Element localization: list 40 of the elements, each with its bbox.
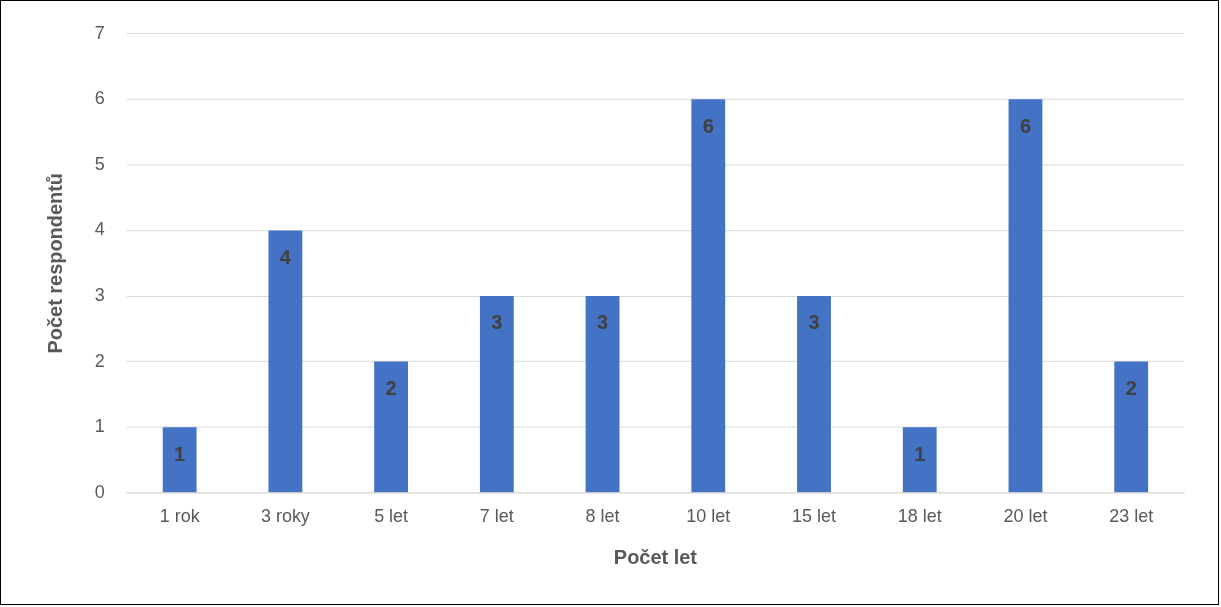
data-label: 3 xyxy=(808,311,820,334)
x-tick-label: 23 let xyxy=(1109,506,1154,527)
bar xyxy=(797,296,831,493)
x-tick-label: 8 let xyxy=(585,506,620,527)
x-tick-label: 15 let xyxy=(792,506,836,527)
y-tick-label: 3 xyxy=(94,284,105,305)
x-tick-label: 7 let xyxy=(479,506,514,527)
bar xyxy=(691,99,726,493)
x-tick-label: 18 let xyxy=(897,506,942,527)
x-tick-label: 1 rok xyxy=(159,506,200,527)
data-label: 3 xyxy=(597,311,609,334)
data-label: 3 xyxy=(491,311,503,334)
y-tick-label: 6 xyxy=(94,88,105,109)
data-label: 2 xyxy=(1125,377,1137,400)
x-tick-label: 5 let xyxy=(374,506,409,527)
y-tick-label: 1 xyxy=(94,416,105,437)
data-label: 6 xyxy=(1019,114,1032,137)
data-label: 4 xyxy=(279,245,291,268)
x-axis-title: Počet let xyxy=(613,545,698,568)
bar xyxy=(268,230,303,493)
y-tick-label: 5 xyxy=(94,153,105,174)
y-tick-label: 7 xyxy=(94,22,105,43)
y-tick-label: 0 xyxy=(94,481,105,502)
y-axis-title: Počet respondentů xyxy=(44,173,67,354)
data-label: 1 xyxy=(174,442,186,465)
x-tick-label: 3 roky xyxy=(260,506,310,527)
y-tick-label: 4 xyxy=(94,219,105,240)
bar xyxy=(1008,99,1043,493)
data-label: 1 xyxy=(914,442,926,465)
y-tick-label: 2 xyxy=(94,350,105,371)
bar xyxy=(479,296,514,493)
data-label: 6 xyxy=(702,114,714,137)
bar xyxy=(162,427,197,493)
data-label: 2 xyxy=(385,377,397,400)
bar xyxy=(902,427,937,493)
bar xyxy=(1114,361,1149,493)
x-tick-label: 20 let xyxy=(1003,506,1048,527)
bar xyxy=(374,361,409,493)
x-tick-label: 10 let xyxy=(686,506,731,527)
bar xyxy=(585,296,620,493)
